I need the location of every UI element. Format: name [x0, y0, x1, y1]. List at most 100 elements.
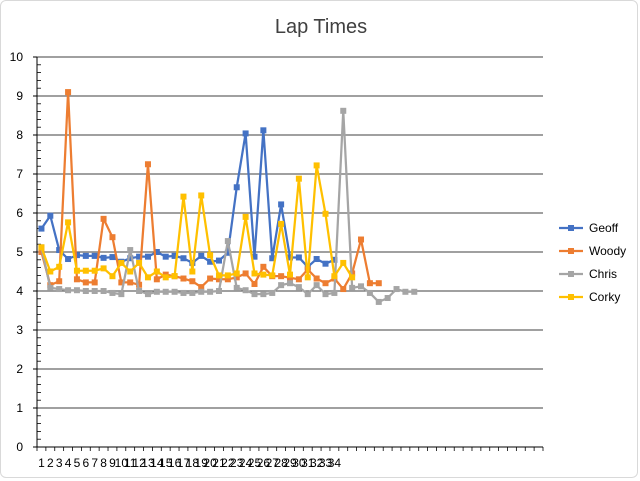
data-point-corky [215, 272, 222, 279]
x-tick-label: 22 [221, 456, 235, 470]
data-point-geoff [207, 258, 214, 265]
x-tick-label: 16 [168, 456, 182, 470]
data-point-geoff [127, 255, 134, 262]
data-point-corky [65, 219, 72, 226]
data-point-corky [127, 268, 134, 275]
y-tick-label: 9 [16, 89, 23, 103]
legend-marker-corky [568, 294, 574, 300]
y-tick-label: 10 [10, 50, 24, 64]
x-tick-label: 8 [100, 456, 107, 470]
data-point-geoff [109, 254, 116, 261]
legend-label-woody: Woody [589, 244, 626, 258]
data-point-chris [118, 291, 125, 298]
data-point-corky [47, 268, 54, 275]
data-point-corky [278, 220, 285, 227]
y-tick-label: 4 [16, 284, 23, 298]
data-point-woody [127, 279, 134, 286]
data-point-corky [295, 175, 302, 182]
y-tick-label: 5 [16, 245, 23, 259]
x-tick-label: 19 [195, 456, 209, 470]
data-point-woody [340, 286, 347, 293]
x-tick-label: 12 [132, 456, 146, 470]
x-axis-ticks: 1 2 3 4 5 6 7 8 91011121314151617181920212223242… [36, 447, 544, 470]
x-tick-label: 6 [82, 456, 89, 470]
x-tick-label: 11 [124, 456, 137, 470]
data-point-chris [224, 238, 231, 245]
data-point-chris [278, 282, 285, 289]
legend-marker-chris [568, 271, 574, 277]
legend-label-corky: Corky [589, 290, 620, 304]
data-point-woody [242, 270, 249, 277]
data-point-chris [242, 287, 249, 294]
data-point-woody [313, 275, 320, 282]
data-point-woody [287, 274, 293, 281]
data-point-corky [260, 271, 267, 278]
data-point-corky [322, 210, 329, 217]
data-point-chris [269, 289, 276, 296]
data-point-woody [144, 161, 151, 168]
data-point-corky [144, 274, 151, 281]
legend-label-geoff: Geoff [589, 221, 619, 235]
x-tick-label: 18 [186, 456, 200, 470]
y-tick-label: 6 [16, 206, 23, 220]
x-tick-label: 5 [74, 456, 81, 470]
x-tick-label: 4 [65, 456, 72, 470]
data-point-chris [304, 291, 311, 298]
y-tick-label: 1 [16, 401, 23, 415]
y-tick-label: 7 [16, 167, 23, 181]
data-point-chris [189, 289, 196, 296]
data-point-woody [278, 273, 285, 280]
data-point-chris [56, 286, 63, 293]
x-tick-label: 30 [292, 456, 306, 470]
legend-marker-woody [568, 248, 574, 254]
data-point-woody [215, 276, 222, 283]
data-point-woody [375, 280, 382, 287]
data-point-woody [153, 276, 160, 283]
data-point-woody [224, 276, 231, 283]
data-point-corky [313, 162, 320, 169]
x-tick-label: 10 [115, 456, 129, 470]
x-tick-label: 17 [177, 456, 191, 470]
data-point-corky [100, 265, 107, 272]
data-point-chris [109, 289, 116, 296]
data-point-geoff [215, 257, 222, 264]
data-point-chris [215, 288, 222, 294]
x-tick-label: 25 [248, 456, 262, 470]
data-point-geoff [224, 249, 231, 256]
data-point-chris [384, 295, 391, 302]
data-point-chris [411, 288, 418, 295]
data-point-corky [118, 259, 125, 266]
data-point-chris [162, 288, 169, 295]
data-point-chris [322, 291, 329, 298]
data-point-chris [171, 288, 178, 295]
data-point-geoff [144, 253, 151, 260]
x-tick-label: 29 [283, 456, 297, 470]
x-tick-label: 34 [328, 456, 342, 470]
data-point-corky [109, 273, 116, 280]
y-tick-label: 0 [16, 440, 23, 454]
data-point-geoff [162, 253, 169, 260]
data-point-geoff [287, 254, 293, 261]
data-point-woody [118, 279, 125, 286]
data-point-woody [73, 276, 80, 283]
data-point-corky [242, 213, 249, 220]
data-point-corky [136, 259, 143, 266]
x-tick-label: 33 [319, 456, 333, 470]
data-point-chris [251, 291, 258, 298]
data-point-woody [251, 280, 258, 287]
data-point-corky [38, 244, 45, 251]
data-point-geoff [180, 255, 187, 262]
data-point-corky [251, 270, 258, 277]
data-point-corky [153, 268, 160, 275]
legend-label-chris: Chris [589, 267, 617, 281]
x-tick-label: 9 [109, 456, 116, 470]
data-point-woody [65, 89, 72, 96]
data-point-woody [189, 278, 196, 285]
data-point-chris [127, 247, 134, 254]
data-point-woody [109, 234, 116, 241]
x-tick-label: 13 [141, 456, 155, 470]
data-point-corky [287, 271, 293, 278]
data-point-corky [91, 267, 98, 274]
x-tick-label: 7 [91, 456, 98, 470]
